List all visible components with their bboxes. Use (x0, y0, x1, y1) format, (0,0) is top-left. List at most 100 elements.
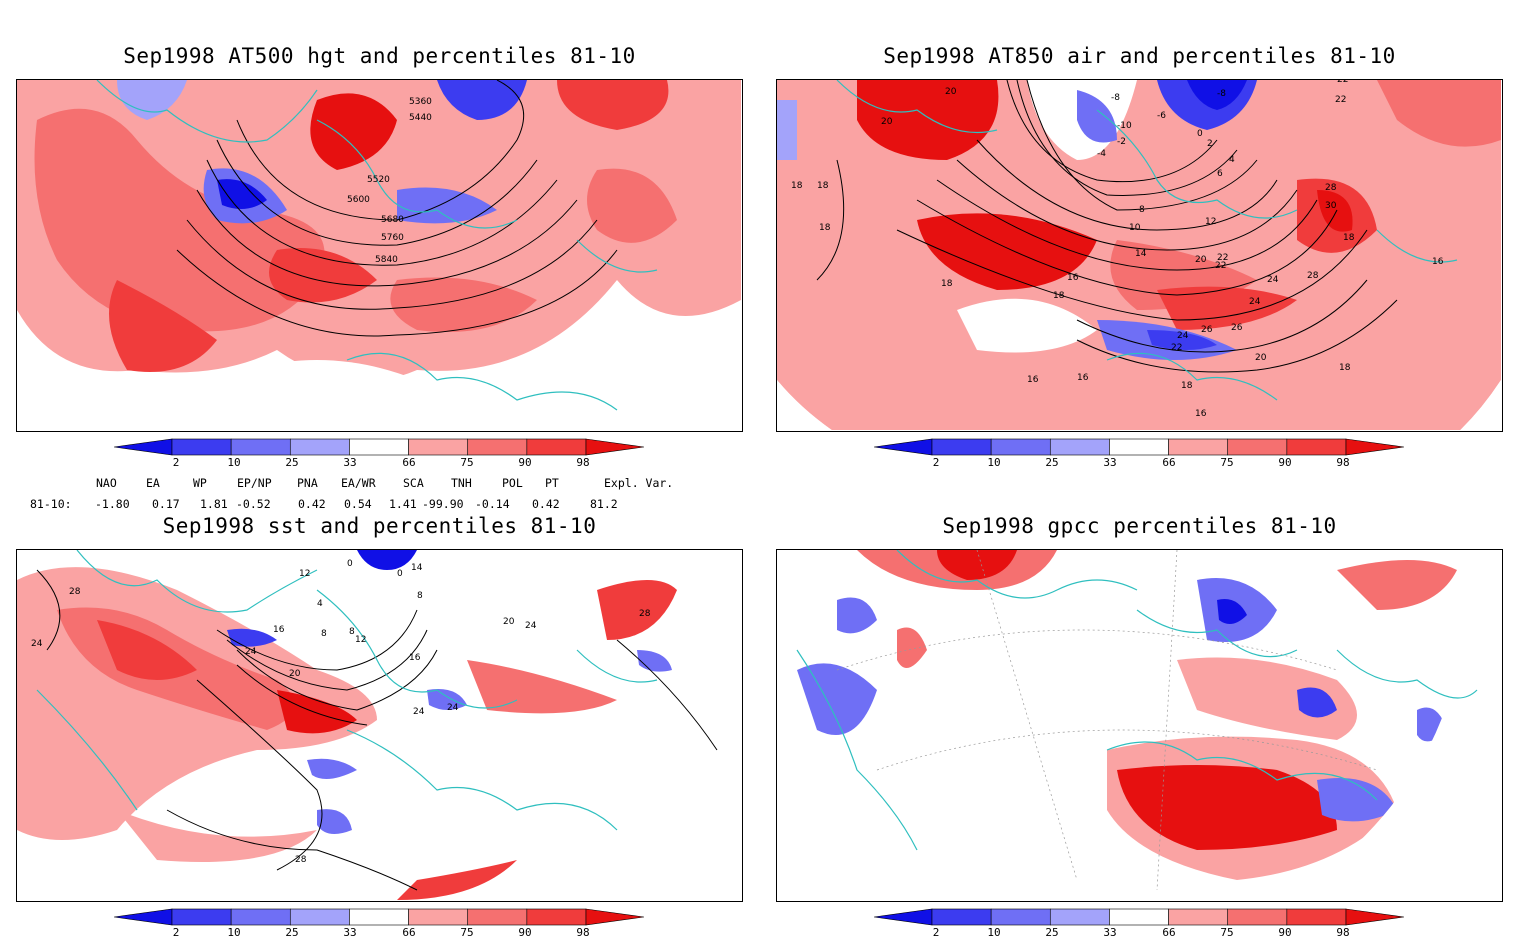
contour-labels-air850: 20 20 -8 -8 -6 -10 0 2 4 6 -2 -4 8 10 12… (791, 80, 1444, 419)
panel-title-2: Sep1998 AT850 air and percentiles 81-10 (883, 44, 1396, 68)
contour-label: 16 (1067, 273, 1079, 283)
colorbar-segment (171, 908, 232, 926)
colorbar-tick-label: 90 (1278, 926, 1292, 939)
contour-label: 8 (321, 629, 327, 639)
contour-label: 16 (1432, 257, 1444, 267)
contour-label: 20 (881, 117, 893, 127)
contour-label: 5840 (375, 255, 398, 265)
contour-label: 0 (397, 569, 403, 579)
index-value: 0.42 (532, 497, 560, 511)
colorbar-segment (408, 438, 469, 456)
contour-label: 28 (1325, 183, 1337, 193)
colorbar-segment (289, 438, 350, 456)
contour-label: 5760 (381, 233, 404, 243)
contour-label: 22 (1215, 261, 1226, 271)
colorbar-segment (1049, 908, 1110, 926)
contour-label: 28 (639, 609, 651, 619)
contour-label: 4 (317, 599, 323, 609)
colorbar-segment (230, 438, 291, 456)
colorbar-segment (1227, 438, 1288, 456)
colorbar-segment (349, 438, 409, 456)
contour-label: 20 (1255, 353, 1267, 363)
contour-label: 20 (289, 669, 301, 679)
contour-label: 24 (1267, 275, 1279, 285)
contour-label: 24 (447, 703, 459, 713)
colorbar-tick-label: 66 (1162, 926, 1176, 939)
index-name: POL (502, 476, 523, 490)
contour-label: 22 (1217, 253, 1228, 263)
colorbar-segment (1345, 438, 1404, 456)
index-value: 0.54 (344, 497, 372, 511)
contour-label: 18 (1339, 363, 1351, 373)
contour-label: 24 (1177, 331, 1189, 341)
colorbar-segment (931, 908, 992, 926)
colorbar-tick-label: 10 (987, 456, 1001, 469)
colorbar-segment (1286, 908, 1347, 926)
colorbar-segment (230, 908, 291, 926)
panel-title-3: Sep1998 sst and percentiles 81-10 (162, 514, 597, 538)
colorbar-labels-4: 2 10 25 33 66 75 90 98 (874, 926, 1404, 940)
map-panel-air850: 20 20 -8 -8 -6 -10 0 2 4 6 -2 -4 8 10 12… (776, 79, 1503, 432)
contour-label: -10 (1117, 121, 1132, 131)
colorbar-segment (526, 438, 587, 456)
contour-label: 28 (295, 855, 307, 865)
contour-label: 5440 (409, 113, 432, 123)
contour-label: 16 (273, 625, 285, 635)
colorbar-segment (408, 908, 469, 926)
contour-label: 26 (1231, 323, 1243, 333)
colorbar-labels-1: 2 10 25 33 66 75 90 98 (114, 456, 644, 470)
index-name: WP (193, 476, 207, 490)
contour-label: -4 (1097, 149, 1106, 159)
colorbar-segment (349, 908, 409, 926)
index-name: EA/WR (341, 476, 376, 490)
contour-label: 12 (299, 569, 310, 579)
colorbar-tick-label: 33 (343, 456, 357, 469)
colorbar-segment (931, 438, 992, 456)
contour-label: 2 (1207, 139, 1213, 149)
contour-label: 30 (1325, 201, 1337, 211)
contour-label: 18 (1053, 291, 1065, 301)
contour-label: 24 (31, 639, 43, 649)
contour-labels-hgt500: 5360 5440 5520 5600 5680 5760 5840 (347, 97, 432, 265)
panel-title-1: Sep1998 AT500 hgt and percentiles 81-10 (123, 44, 636, 68)
colorbar-segment (289, 908, 350, 926)
contour-label: 14 (411, 563, 423, 573)
indices-table: NAO EA WP EP/NP PNA EA/WR SCA TNH POL PT… (0, 474, 760, 514)
colorbar-tick-label: 2 (172, 926, 180, 939)
colorbar-segment (585, 438, 644, 456)
index-value: -0.14 (475, 497, 510, 511)
colorbar-tick-label: 90 (518, 926, 532, 939)
contour-label: 18 (791, 181, 803, 191)
index-value: -1.80 (95, 497, 130, 511)
colorbar-tick-label: 75 (460, 926, 474, 939)
contour-label: 5520 (367, 175, 390, 185)
index-value: -99.90 (422, 497, 464, 511)
contour-label: 24 (1249, 297, 1261, 307)
map-hgt500: 5360 5440 5520 5600 5680 5760 5840 (17, 80, 741, 430)
colorbar-tick-label: 10 (987, 926, 1001, 939)
colorbar-segment (1227, 908, 1288, 926)
colorbar-segment (171, 438, 232, 456)
contour-label: 5680 (381, 215, 404, 225)
index-name: Expl. Var. (604, 476, 674, 490)
contour-label: 18 (1181, 381, 1193, 391)
colorbar-tick-label: 98 (1336, 456, 1350, 469)
contour-label: 12 (355, 635, 366, 645)
index-value: 81.2 (590, 497, 618, 511)
contour-label: 26 (1201, 325, 1213, 335)
colorbar-segment (467, 908, 528, 926)
colorbar-tick-label: 2 (172, 456, 180, 469)
colorbar-labels-3: 2 10 25 33 66 75 90 98 (114, 926, 644, 940)
colorbar-tick-label: 90 (518, 456, 532, 469)
contour-label: -8 (1217, 89, 1226, 99)
colorbar-tick-label: 75 (460, 456, 474, 469)
contour-label: 20 (945, 87, 957, 97)
index-name: NAO (96, 476, 117, 490)
index-value: 1.81 (200, 497, 228, 511)
contour-label: 6 (1217, 169, 1223, 179)
colorbar-tick-label: 25 (1045, 926, 1059, 939)
index-name: PT (545, 476, 559, 490)
contour-label: 5600 (347, 195, 370, 205)
contour-label: 18 (819, 223, 831, 233)
colorbar-segment (1049, 438, 1110, 456)
